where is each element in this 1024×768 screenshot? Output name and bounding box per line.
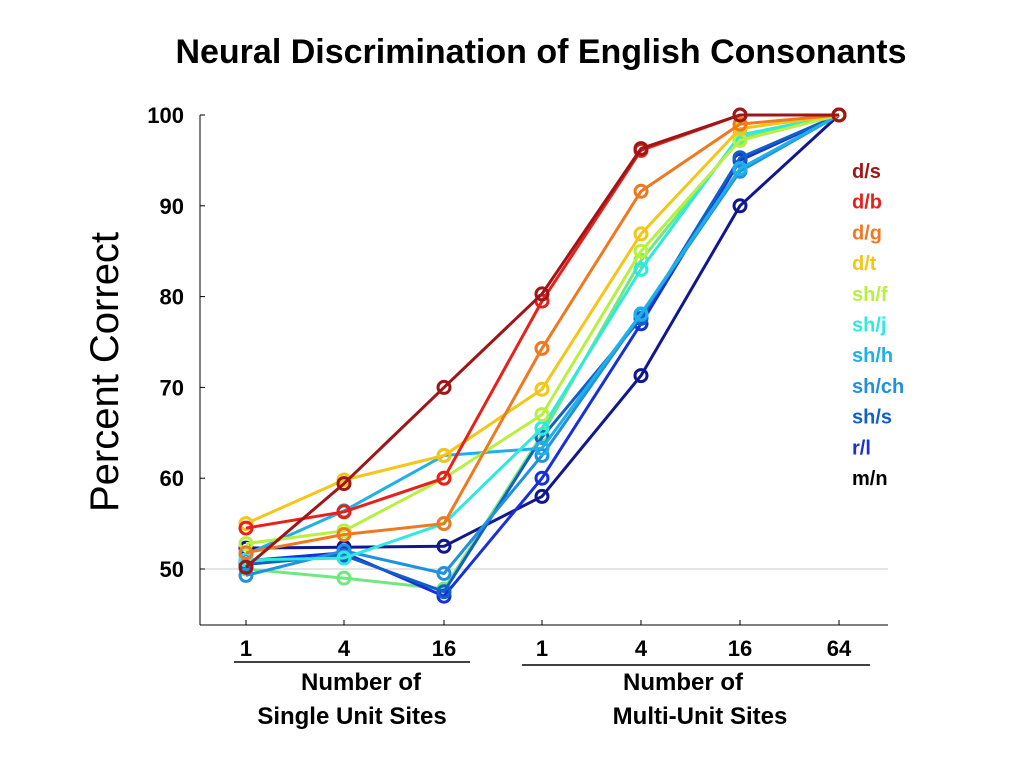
data-point [436,470,452,486]
legend-entry: sh/s [852,407,892,429]
series-line [245,113,840,555]
group-label-single-line2: Single Unit Sites [257,703,446,730]
legend-entry: r/l [852,437,871,459]
series-d-s [238,107,847,575]
data-point [336,476,352,492]
group-multi-unit: Number of Multi-Unit Sites [522,664,870,730]
series-line [245,113,839,530]
data-point [534,286,550,302]
data-point [732,161,748,177]
data-point [534,420,550,436]
series-d-b [238,107,847,536]
data-point [534,340,550,356]
data-point [633,306,649,322]
x-tick-label: 64 [827,636,852,661]
axes: 50 60 70 80 90 100 1 4 16 1 4 16 64 [147,103,888,661]
data-point [534,488,550,504]
y-axis-label: Percent Correct [83,232,127,512]
group-label-multi-line2: Multi-Unit Sites [613,703,788,730]
legend-entry: sh/h [852,345,893,367]
data-point [436,538,452,554]
series-layer [238,107,847,604]
data-point [238,545,254,561]
chart-title: Neural Discrimination of English Consona… [175,33,906,71]
series-line [245,113,840,556]
data-point [436,379,452,395]
data-point [238,536,254,552]
legend-entry: sh/ch [852,376,904,398]
data-point [238,559,254,575]
group-label-single-line1: Number of [301,669,422,696]
y-tick-label: 70 [160,375,184,400]
series-d-g [238,107,847,561]
data-point [732,107,748,123]
group-single-unit: Number of Single Unit Sites [234,661,470,730]
series-d-t [238,107,847,532]
data-point [732,198,748,214]
data-point [534,440,550,456]
legend-entry: sh/f [852,284,888,306]
data-point [534,470,550,486]
x-tick-label: 4 [338,636,351,661]
y-tick-label: 100 [147,103,184,128]
data-point [633,243,649,259]
data-point [238,520,254,536]
x-tick-label: 1 [240,636,252,661]
data-point [336,570,352,586]
data-point [534,381,550,397]
data-point [633,261,649,277]
group-label-multi-line1: Number of [623,669,744,696]
legend-entry: d/s [852,161,881,183]
x-tick-label: 16 [728,636,752,661]
series-line [245,113,839,569]
series-unlabeled [238,107,847,597]
x-tick-label: 16 [432,636,456,661]
legend-entry: m/n [852,468,888,490]
y-tick-label: 90 [160,194,184,219]
data-point [336,504,352,520]
data-point [831,107,847,123]
data-point [436,516,452,532]
data-point [633,183,649,199]
data-point [732,116,748,132]
data-point [436,448,452,463]
data-point [633,368,649,384]
data-point [633,141,649,157]
y-tick-label: 60 [160,466,184,491]
y-tick-label: 50 [160,557,184,582]
legend-entry: sh/j [852,315,886,337]
data-point [238,567,254,583]
x-tick-label: 4 [635,636,648,661]
series-line [245,113,840,546]
data-point [436,566,452,581]
legend-entry: d/t [852,253,877,275]
x-tick-label: 1 [536,636,548,661]
series-line [245,113,840,591]
data-point [336,550,352,566]
data-point [336,527,352,542]
data-point [633,226,649,242]
legend-entry: d/g [852,222,882,244]
y-tick-label: 80 [160,285,184,310]
series-sh-h [238,107,847,562]
legend-entry: d/b [852,192,882,214]
data-point [436,584,452,600]
data-point [534,407,550,423]
legend: d/s d/b d/g d/t sh/f sh/j sh/h sh/ch sh/s r/l m/n [852,161,904,490]
